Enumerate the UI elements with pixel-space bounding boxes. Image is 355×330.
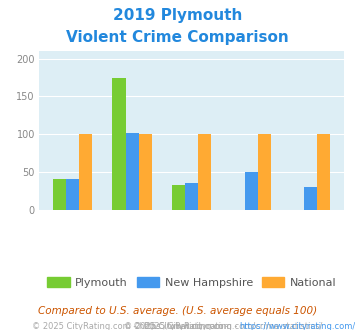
Text: © 2025 CityRating.com - https://www.cityrating.com/crime-statistics/: © 2025 CityRating.com - https://www.city… bbox=[32, 322, 323, 330]
Bar bbox=[258, 134, 271, 210]
Bar bbox=[53, 180, 66, 210]
Text: Violent Crime Comparison: Violent Crime Comparison bbox=[66, 30, 289, 45]
Bar bbox=[198, 134, 211, 210]
Bar bbox=[66, 179, 79, 210]
Bar bbox=[126, 133, 139, 210]
Text: 2019 Plymouth: 2019 Plymouth bbox=[113, 8, 242, 23]
Text: https://www.cityrating.com/crime-statistics/: https://www.cityrating.com/crime-statist… bbox=[240, 322, 355, 330]
Bar bbox=[185, 183, 198, 210]
Text: © 2025 CityRating.com -: © 2025 CityRating.com - bbox=[133, 322, 240, 330]
Text: © 2025 CityRating.com -: © 2025 CityRating.com - bbox=[124, 322, 231, 330]
Bar bbox=[113, 78, 126, 210]
Bar bbox=[304, 187, 317, 210]
Bar bbox=[317, 134, 331, 210]
Text: Compared to U.S. average. (U.S. average equals 100): Compared to U.S. average. (U.S. average … bbox=[38, 306, 317, 316]
Bar bbox=[139, 134, 152, 210]
Bar bbox=[245, 172, 258, 210]
Bar bbox=[79, 134, 92, 210]
Legend: Plymouth, New Hampshire, National: Plymouth, New Hampshire, National bbox=[43, 272, 340, 292]
Bar bbox=[172, 185, 185, 210]
